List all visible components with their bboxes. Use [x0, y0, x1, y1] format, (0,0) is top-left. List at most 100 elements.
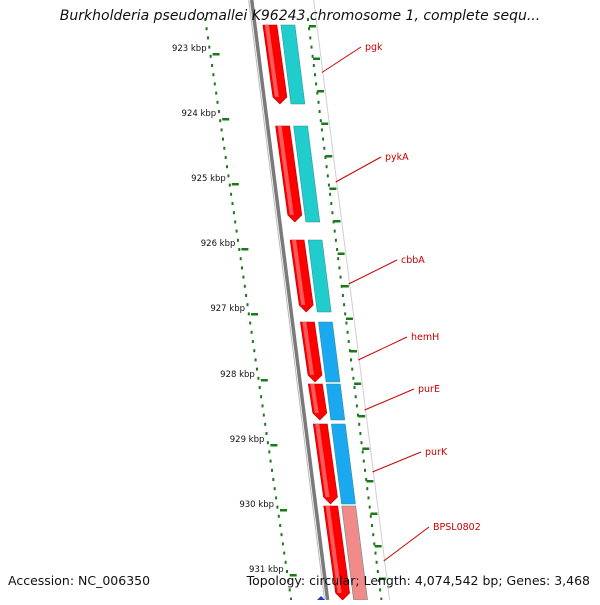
outer-ring-dot	[376, 570, 379, 573]
ruler-dot	[239, 257, 242, 261]
ruler-label: 930 kbp	[239, 500, 274, 510]
ruler-dot	[269, 459, 272, 463]
ruler-dot	[287, 579, 290, 583]
ruler-major-tick	[222, 118, 230, 121]
ruler-dot	[241, 266, 243, 270]
ruler-major-tick	[251, 313, 258, 316]
ruler-dot	[257, 376, 260, 380]
outer-ring-dot	[379, 588, 382, 592]
ruler-dot	[230, 192, 233, 196]
ruler-dot	[247, 312, 250, 316]
outer-ring-dot	[310, 45, 313, 49]
outer-ring-dot	[312, 64, 315, 67]
gene-label-leader	[383, 526, 430, 562]
outer-ring-tick	[378, 577, 386, 580]
outer-ring-tick	[370, 512, 378, 515]
ruler-dot	[246, 303, 249, 307]
outer-ring-dot	[309, 36, 312, 40]
ruler-label: 924 kbp	[182, 109, 217, 119]
outer-ring-tick	[337, 252, 345, 255]
cds-block-purE	[326, 383, 346, 421]
gene-arrow-highlight	[302, 322, 314, 375]
gene-labels: pgk pykA cbbA hemH purE purK BPSL0802	[321, 42, 481, 562]
ruler-dot	[245, 294, 248, 297]
ruler-major-tick	[231, 183, 239, 186]
ruler-dot	[286, 570, 288, 573]
outer-ring-dot	[360, 441, 363, 445]
gene-label-cbbA: cbbA	[401, 255, 425, 266]
outer-ring-dot	[307, 18, 309, 21]
ruler-dot	[220, 128, 223, 132]
outer-ring-dot	[350, 358, 352, 362]
outer-ring-tick	[358, 415, 366, 418]
gene-label-BPSL0802: BPSL0802	[433, 522, 481, 533]
outer-ring-dot	[336, 248, 339, 251]
outer-ring-dot	[343, 303, 346, 307]
ruler-dot	[268, 450, 271, 454]
ruler-dot	[205, 27, 208, 31]
ruler-dot	[264, 422, 267, 426]
ruler-dot	[216, 100, 219, 104]
ruler-dot	[277, 514, 280, 518]
ruler-dot	[231, 202, 234, 205]
ruler-major-tick	[212, 53, 220, 56]
outer-ring-tick	[354, 382, 362, 385]
outer-ring-dot	[340, 284, 343, 288]
outer-ring-dot	[367, 496, 370, 500]
outer-ring-dot	[334, 238, 337, 242]
ruler-label: 927 kbp	[210, 304, 245, 314]
outer-ring-dot	[374, 551, 377, 555]
ruler-dot	[249, 321, 252, 325]
ruler-dot	[290, 597, 292, 601]
ruler-major-tick	[270, 444, 278, 447]
ruler-dot	[261, 404, 264, 408]
outer-ring-dot	[359, 432, 362, 435]
outer-ring-dot	[353, 386, 356, 389]
outer-ring-dot	[366, 487, 369, 491]
outer-ring-dot	[364, 468, 366, 472]
gene-label-hemH: hemH	[411, 332, 439, 343]
ruler-dot	[288, 588, 291, 592]
outer-ring-dot	[339, 275, 342, 279]
outer-ring-dot	[325, 165, 328, 169]
outer-ring-tick	[366, 480, 374, 483]
ruler-dot	[236, 238, 239, 242]
ruler-dot	[212, 73, 215, 77]
ruler-dot	[279, 524, 282, 527]
outer-ring-dot	[358, 422, 361, 426]
ruler-dot	[217, 110, 220, 113]
gene-label-pykA: pykA	[385, 152, 409, 163]
ruler-dot	[238, 248, 241, 251]
outer-ring-dot	[355, 404, 358, 408]
outer-ring-dot	[345, 321, 348, 325]
outer-ring-dot	[344, 312, 347, 316]
outer-ring-dot	[378, 579, 380, 583]
ruler-dot	[273, 487, 276, 491]
gene-label-leader	[348, 259, 398, 285]
outer-ring-dot	[371, 524, 373, 527]
ruler-dot	[211, 64, 214, 67]
outer-ring-tick	[325, 155, 333, 158]
gene-arrow-highlight	[277, 126, 294, 215]
outer-ring-dot	[346, 330, 349, 334]
ruler-dot	[242, 275, 245, 279]
gene-arrow-purE	[307, 383, 328, 421]
gene-arrow-highlight	[292, 240, 306, 305]
backbone	[248, 0, 391, 601]
ruler-dot	[224, 156, 227, 159]
ruler-major-tick	[241, 248, 249, 251]
ruler-dot	[213, 82, 216, 86]
outer-ring-dot	[352, 376, 355, 380]
outer-ring-dot	[316, 91, 319, 95]
outer-ring-dot	[314, 73, 316, 77]
outer-ring-dot	[326, 174, 329, 178]
outer-ring-dot	[373, 542, 376, 546]
ruler-dot	[251, 340, 254, 343]
ruler-label: 926 kbp	[201, 239, 236, 249]
outer-ring-dot	[323, 146, 326, 150]
cds-block-pgk	[280, 24, 306, 105]
outer-ring-dot	[319, 119, 322, 123]
page-title: Burkholderia pseudomallei K96243 chromos…	[59, 8, 541, 24]
gene-label-pgk: pgk	[365, 42, 383, 53]
ruler-label: 923 kbp	[172, 44, 207, 54]
